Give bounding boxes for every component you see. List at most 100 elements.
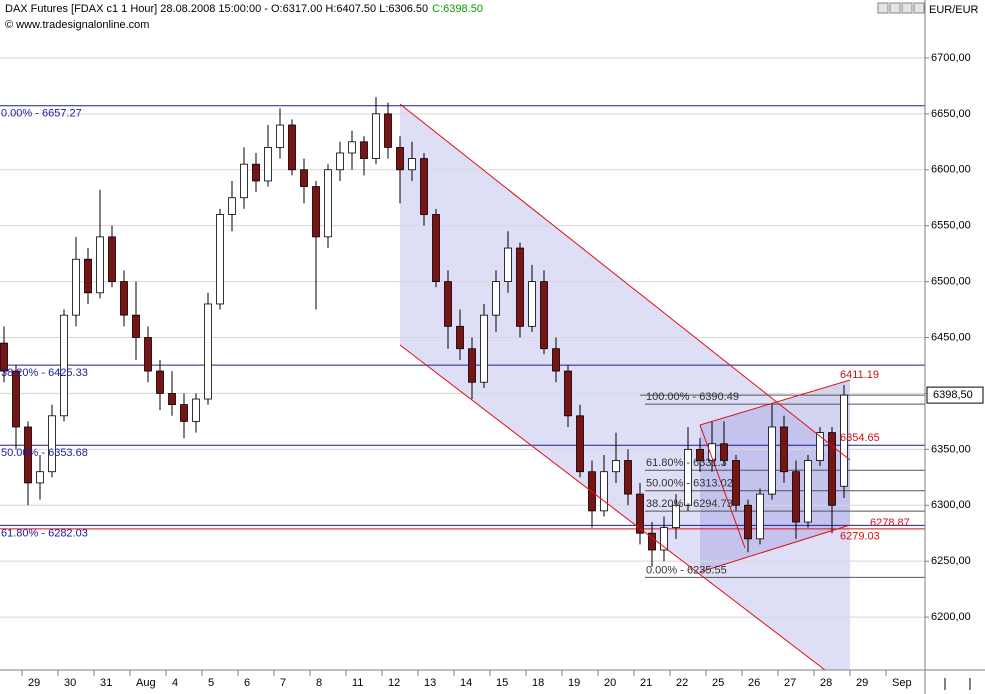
y-tick-label: 6700,00 bbox=[931, 52, 971, 64]
x-tick-label: 19 bbox=[568, 677, 580, 689]
candle-body bbox=[120, 281, 128, 316]
candle-body bbox=[780, 426, 788, 473]
candle-body bbox=[384, 113, 392, 148]
candle-body bbox=[528, 281, 536, 327]
x-tick-label: 5 bbox=[208, 677, 214, 689]
x-tick-label: Sep bbox=[892, 677, 912, 689]
candle-body bbox=[624, 460, 632, 495]
price-label: 6411.19 bbox=[840, 369, 879, 381]
candle-body bbox=[348, 141, 356, 154]
candle-body bbox=[228, 197, 236, 215]
fib-label: 50.00% - 6353.68 bbox=[1, 447, 88, 459]
price-label: 6278.87 bbox=[870, 517, 910, 529]
x-tick-label: 31 bbox=[100, 677, 112, 689]
candle-body bbox=[168, 393, 176, 406]
candle-body bbox=[240, 163, 248, 199]
trend-line bbox=[399, 103, 851, 461]
candle-body bbox=[276, 124, 284, 148]
candle-body bbox=[828, 432, 836, 506]
x-tick-label: 13 bbox=[424, 677, 436, 689]
candle-body bbox=[216, 214, 224, 305]
candle-body bbox=[636, 493, 644, 534]
x-tick-label: 11 bbox=[352, 677, 363, 689]
toolbar-button[interactable] bbox=[889, 2, 901, 14]
candle-body bbox=[816, 432, 824, 461]
labels: 0.00% - 6657.27 38.20% - 6425.33 50.00% - … bbox=[1, 108, 910, 577]
trend-line bbox=[399, 344, 826, 671]
candle-body bbox=[360, 141, 368, 159]
candle-body bbox=[24, 426, 32, 484]
candle-body bbox=[840, 394, 848, 487]
candle-body bbox=[492, 281, 500, 316]
candle-body bbox=[108, 236, 116, 282]
chart-title: DAX Futures [FDAX c1 1 Hour] 28.08.2008 … bbox=[5, 3, 428, 15]
y-tick-label: 6650,00 bbox=[931, 108, 971, 120]
x-tick-label: 8 bbox=[316, 677, 322, 689]
toolbar-button[interactable] bbox=[913, 2, 925, 14]
candle-body bbox=[804, 460, 812, 523]
candle-body bbox=[744, 504, 752, 540]
candle-body bbox=[540, 281, 548, 350]
candle-body bbox=[684, 448, 692, 506]
candle-body bbox=[660, 527, 668, 551]
candle-body bbox=[312, 186, 320, 238]
y-tick-label: 6600,00 bbox=[931, 164, 971, 176]
x-tick-label: 28 bbox=[820, 677, 832, 689]
subtitle: © www.tradesignalonline.com bbox=[5, 19, 149, 31]
candle-body bbox=[564, 370, 572, 417]
trend-line bbox=[699, 424, 746, 549]
x-tick-label: 20 bbox=[604, 677, 616, 689]
x-tick-label: 7 bbox=[280, 677, 286, 689]
x-tick-label: Aug bbox=[136, 677, 156, 689]
candle-body bbox=[480, 314, 488, 383]
toolbar-button[interactable] bbox=[901, 2, 913, 14]
candle-body bbox=[336, 152, 344, 171]
last-price-box bbox=[926, 386, 984, 404]
last-price-label: 6398,50 bbox=[933, 389, 973, 401]
fib-label: 61.80% - 6331.3 bbox=[646, 457, 727, 469]
candle-body bbox=[204, 303, 212, 400]
axis-buttons bbox=[944, 678, 971, 690]
x-tick-label: 29 bbox=[856, 677, 868, 689]
title-close: C:6398.50 bbox=[432, 3, 483, 15]
candle-body bbox=[96, 236, 104, 294]
x-tick-label: 25 bbox=[712, 677, 724, 689]
candle-body bbox=[396, 146, 404, 171]
candle-body bbox=[12, 370, 20, 428]
fib-label: 50.00% - 6313.02 bbox=[646, 478, 733, 490]
x-tick-label: 29 bbox=[28, 677, 40, 689]
fib-label: 0.00% - 6657.27 bbox=[1, 108, 82, 120]
candle-body bbox=[432, 214, 440, 282]
candle-body bbox=[576, 415, 584, 473]
y-tick-label: 6200,00 bbox=[931, 611, 971, 623]
candle-body bbox=[444, 281, 452, 327]
candle-body bbox=[456, 325, 464, 350]
candles bbox=[0, 97, 848, 567]
fib-label: 61.80% - 6282.03 bbox=[1, 527, 88, 539]
candle-body bbox=[0, 342, 8, 372]
candle-body bbox=[156, 370, 164, 394]
candle-body bbox=[720, 443, 728, 461]
candle-body bbox=[672, 504, 680, 529]
y-tick-label: 6250,00 bbox=[931, 555, 971, 567]
x-tick-label: 22 bbox=[676, 677, 688, 689]
x-tick-label: 15 bbox=[496, 677, 508, 689]
candle-body bbox=[600, 471, 608, 512]
toolbar-button[interactable] bbox=[877, 2, 889, 14]
candle-body bbox=[192, 398, 200, 422]
x-tick-label: 21 bbox=[640, 677, 652, 689]
candle-body bbox=[132, 314, 140, 338]
x-tick-label: 26 bbox=[748, 677, 760, 689]
candle-body bbox=[792, 471, 800, 523]
candle-body bbox=[144, 337, 152, 372]
y-tick-label: 6550,00 bbox=[931, 220, 971, 232]
axis: 6200,006250,006300,006350,006400,006450,… bbox=[21, 52, 984, 689]
price-label: 6279.03 bbox=[840, 531, 880, 543]
candle-body bbox=[48, 415, 56, 473]
y-tick-label: 6450,00 bbox=[931, 331, 971, 343]
y-tick-label: 6350,00 bbox=[931, 443, 971, 455]
toolbar bbox=[877, 2, 925, 14]
x-tick-label: 27 bbox=[784, 677, 796, 689]
